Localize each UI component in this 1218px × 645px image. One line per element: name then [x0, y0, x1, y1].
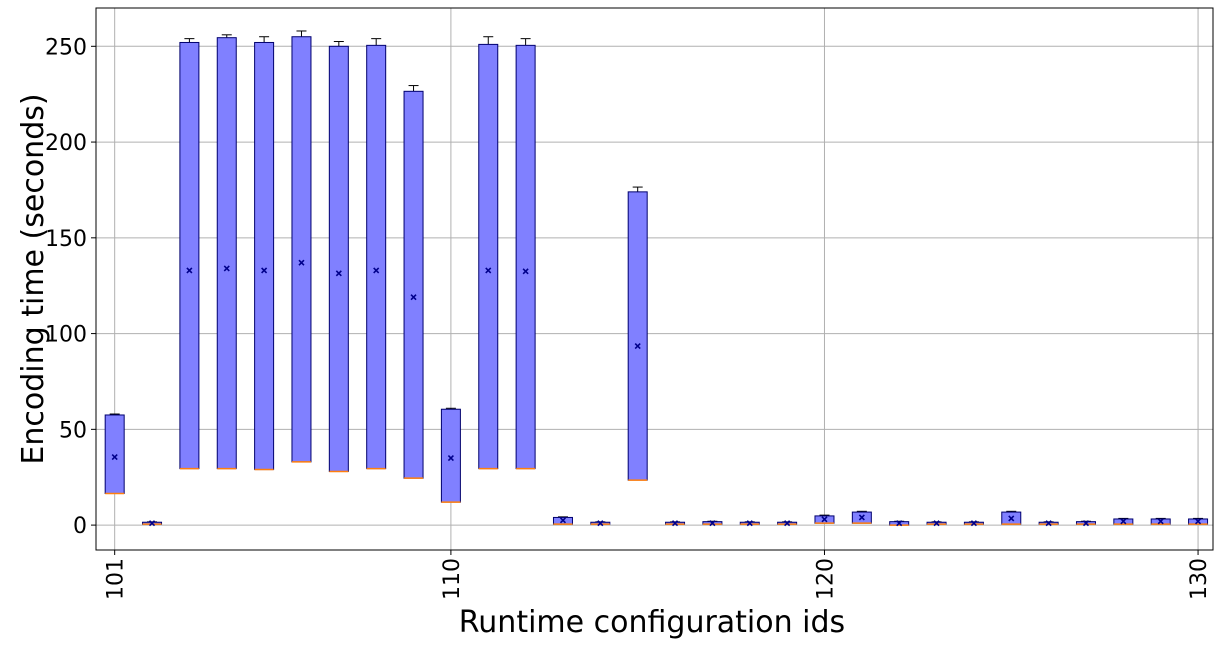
- box-120: [814, 514, 835, 524]
- mean-marker: [1157, 518, 1164, 525]
- x-axis-label: Runtime configuration ids: [459, 605, 845, 640]
- box-series: [104, 30, 1209, 527]
- mean-marker: [1045, 520, 1052, 527]
- box-121: [851, 510, 872, 524]
- mean-marker: [559, 517, 567, 524]
- box-body: [403, 90, 424, 479]
- box-107: [328, 41, 349, 473]
- box-101: [104, 413, 125, 495]
- box-body: [366, 44, 387, 470]
- y-axis-label: Encoding time (seconds): [16, 93, 51, 464]
- box-103: [179, 38, 200, 470]
- mean-marker: [709, 520, 716, 527]
- mean-marker: [896, 520, 903, 527]
- box-115: [627, 186, 648, 481]
- y-tick-label: 200: [45, 131, 87, 156]
- mean-marker: [223, 265, 230, 272]
- axis-ticks: 0 50 100 150 200 250 101 110 120 130: [45, 35, 1212, 600]
- box-109: [403, 85, 424, 479]
- mean-marker: [111, 454, 118, 461]
- mean-marker: [634, 342, 641, 350]
- box-127: [1075, 520, 1096, 527]
- box-106: [291, 30, 312, 463]
- box-110: [440, 407, 461, 503]
- x-tick-label: 130: [1187, 558, 1212, 600]
- box-body: [254, 41, 275, 471]
- box-body: [440, 408, 461, 503]
- box-105: [254, 36, 275, 471]
- box-body: [179, 41, 200, 470]
- box-113: [552, 516, 573, 525]
- y-tick-label: 50: [59, 418, 87, 443]
- box-body: [291, 36, 312, 463]
- box-118: [739, 520, 760, 527]
- mean-marker: [597, 520, 604, 527]
- box-124: [963, 520, 984, 527]
- mean-marker: [821, 516, 828, 523]
- mean-marker: [1082, 520, 1090, 527]
- box-108: [366, 38, 387, 470]
- mean-marker: [933, 520, 940, 527]
- box-122: [889, 520, 910, 527]
- mean-marker: [373, 267, 380, 274]
- box-116: [665, 520, 686, 527]
- mean-marker: [522, 268, 529, 275]
- y-tick-label: 0: [73, 514, 87, 539]
- box-123: [926, 520, 947, 527]
- mean-marker: [1194, 518, 1202, 525]
- mean-marker: [1008, 515, 1015, 522]
- box-104: [216, 34, 237, 470]
- y-tick-label: 150: [45, 227, 87, 252]
- box-130: [1188, 517, 1209, 525]
- mean-marker: [186, 267, 193, 274]
- box-126: [1038, 520, 1059, 527]
- box-111: [478, 36, 499, 470]
- box-125: [1001, 510, 1022, 525]
- y-tick-label: 250: [45, 35, 87, 60]
- mean-marker: [746, 520, 753, 527]
- mean-marker: [485, 267, 492, 274]
- mean-marker: [970, 520, 977, 527]
- box-119: [777, 520, 798, 527]
- mean-marker: [261, 267, 268, 274]
- mean-marker: [1120, 518, 1127, 525]
- mean-marker: [858, 514, 865, 521]
- box-body: [216, 37, 237, 470]
- box-117: [702, 520, 723, 527]
- plot-frame: [95, 7, 1214, 551]
- mean-marker: [410, 294, 417, 301]
- x-tick-label: 101: [104, 558, 129, 600]
- box-body: [328, 45, 349, 472]
- mean-marker: [447, 455, 454, 462]
- mean-marker: [335, 270, 342, 277]
- grid-lines: [96, 8, 1213, 550]
- box-body: [104, 414, 125, 495]
- box-128: [1113, 517, 1134, 525]
- box-112: [515, 38, 536, 470]
- x-tick-label: 110: [440, 558, 465, 600]
- box-body: [478, 43, 499, 470]
- box-102: [142, 520, 163, 527]
- box-129: [1150, 517, 1171, 525]
- mean-marker: [671, 520, 679, 527]
- y-tick-label: 100: [45, 323, 87, 348]
- box-114: [590, 520, 611, 527]
- mean-marker: [784, 520, 791, 527]
- mean-marker: [298, 259, 305, 266]
- box-body: [627, 191, 648, 481]
- mean-marker: [148, 520, 156, 527]
- box-body: [515, 44, 536, 470]
- x-tick-label: 120: [813, 558, 838, 600]
